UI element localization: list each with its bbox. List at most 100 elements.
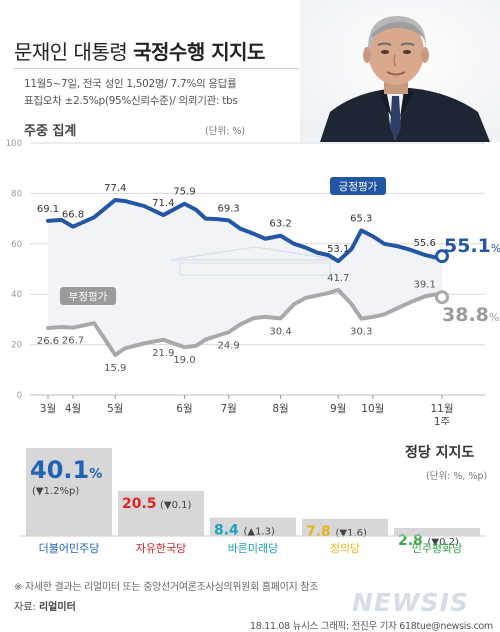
party-change: (▼0.1) (160, 500, 191, 511)
party-bar-group: 7.8 (▼1.6) 정의당 (302, 518, 388, 555)
party-value: 40.1% (30, 456, 102, 484)
footnote: ※ 자세한 결과는 리얼미터 또는 중앙선거여론조사심의위원회 홈페이지 참조 (14, 582, 319, 593)
series-name-tag-box (330, 177, 386, 195)
negative-final-number: 38.8 (442, 304, 489, 326)
header-divider (14, 68, 299, 69)
y-tick-label: 80 (11, 189, 22, 199)
y-tick-label: 100 (6, 139, 22, 149)
series-line-0 (46, 197, 444, 264)
approval-line-chart: 0 20 40 60 80 100 69.166.8 77.4 71.475.9 69.3 63.2… (6, 139, 500, 425)
party-value-number: 8.4 (214, 523, 239, 539)
negative-data-label: 26.6 (37, 336, 59, 347)
party-bar-group: 40.1% (▼1.2%p) 더불어민주당 (26, 448, 112, 555)
series-name-tag-1: 부정평가 (60, 287, 116, 305)
x-tick-label: 6월 (176, 403, 192, 415)
watermark-roof (169, 246, 341, 261)
party-value-number: 7.8 (306, 524, 331, 540)
survey-info-line1: 11월5~7일, 전국 성인 1,502명/ 7.7%의 응답률 (24, 78, 237, 90)
negative-data-label: 39.1 (414, 279, 436, 290)
positive-data-label: 53.1 (327, 244, 349, 255)
negative-data-label: 30.4 (269, 326, 291, 337)
party-change: (▼1.6) (336, 528, 367, 539)
x-tick-label: 9월 (330, 403, 346, 415)
negative-data-label: 41.7 (327, 273, 349, 284)
x-tick-label: 11월 1주 (430, 403, 453, 425)
negative-data-label: 24.9 (218, 340, 240, 351)
source-label: 자료: (14, 602, 36, 613)
party-name: 자유한국당 (136, 542, 187, 555)
party-name: 바른미래당 (228, 542, 279, 555)
x-tick-label-line2: 1주 (434, 416, 451, 425)
x-tick-label: 3월 (40, 403, 56, 415)
title-bold: 국정수행 지지도 (133, 40, 265, 64)
party-bar (118, 491, 204, 536)
negative-data-label: 19.0 (173, 355, 195, 366)
party-bar-group: 8.4 (▲1.3) 바른미래당 (210, 517, 296, 555)
positive-data-label: 63.2 (269, 219, 291, 230)
series-end-marker-0 (435, 249, 449, 264)
x-tick-label-line1: 11월 (430, 403, 453, 415)
negative-final-value: 38.8% (442, 304, 499, 326)
party-change: (▼0.2) (428, 537, 459, 548)
party-value: 2.8 (398, 533, 423, 549)
positive-data-label: 65.3 (350, 213, 372, 224)
negative-data-label: 21.9 (152, 348, 174, 359)
source-name: 리얼미터 (38, 602, 76, 613)
party-name: 민주평화당 (412, 542, 463, 555)
title-plain: 문재인 대통령 (14, 40, 128, 64)
series-line-1 (46, 287, 444, 357)
party-change: (▲1.3) (244, 527, 275, 538)
negative-final-unit: % (489, 311, 499, 324)
party-value-number: 20.5 (122, 496, 157, 512)
x-tick-label: 7월 (220, 403, 236, 415)
positive-data-label: 75.9 (173, 187, 195, 198)
positive-final-value: 55.1% (444, 235, 500, 257)
party-bar (210, 517, 296, 536)
party-value-number: 2.8 (398, 533, 423, 549)
party-change: (▼1.2%p) (32, 486, 79, 497)
watermark-body (179, 262, 331, 276)
positive-final-number: 55.1 (444, 235, 491, 257)
negative-data-label: 15.9 (104, 363, 126, 374)
y-tick-label: 20 (11, 341, 22, 351)
president-portrait (300, 0, 500, 142)
party-bar-group: 20.5 (▼0.1) 자유한국당 (118, 491, 204, 555)
x-tick-label: 4월 (65, 403, 81, 415)
party-name: 더불어민주당 (39, 542, 100, 555)
y-tick-label: 0 (17, 391, 22, 401)
gap-band (48, 199, 442, 355)
blue-house-watermark (169, 246, 341, 276)
x-tick-label: 8월 (272, 403, 288, 415)
party-value-unit: % (89, 467, 102, 482)
positive-data-label: 55.6 (414, 238, 436, 249)
header: 문재인 대통령 국정수행 지지도 11월5~7일, 전국 성인 1,502명/ … (0, 0, 500, 142)
y-tick-label: 60 (11, 240, 22, 250)
party-bar-group: 2.8 (▼0.2)민주평화당 (394, 528, 480, 555)
party-bar (302, 518, 388, 536)
weekly-unit-label: (단위: %) (205, 126, 246, 137)
party-bar (26, 448, 112, 536)
y-tick-label: 40 (11, 290, 22, 300)
page-title: 문재인 대통령 국정수행 지지도 (14, 36, 265, 65)
credit-line: 18.11.08 뉴시스 그래픽: 전진우 기자 618tue@newsis.c… (250, 621, 493, 632)
positive-data-label: 69.1 (37, 204, 59, 215)
negative-data-label: 30.3 (350, 327, 372, 338)
weekly-section-title: 주중 집계 (24, 124, 77, 139)
party-value-number: 40.1 (30, 456, 89, 484)
party-unit-label: (단위: %, %p) (426, 471, 488, 482)
party-support-bar-chart: 40.1% (▼1.2%p) 더불어민주당 20.5 (▼0.1) 자유한국당 8.4 (▲1… (20, 448, 486, 555)
party-name: 정의당 (330, 542, 360, 555)
x-tick-label: 10월 (361, 403, 384, 415)
x-tick-label: 5월 (107, 403, 123, 415)
positive-data-label: 66.8 (62, 210, 84, 221)
party-value: 7.8 (306, 524, 331, 540)
series-name-tag-box (60, 287, 116, 305)
positive-data-label: 77.4 (104, 183, 126, 194)
positive-data-label: 71.4 (152, 198, 174, 209)
series-name-tag-text: 부정평가 (69, 291, 108, 303)
party-section-title: 정당 지지도 (405, 445, 475, 461)
series-name-tag-0: 긍정평가 (330, 177, 386, 195)
positive-data-label: 69.3 (218, 203, 240, 214)
series-name-tag-text: 긍정평가 (339, 181, 378, 193)
source: 자료: 리얼미터 (14, 598, 76, 613)
